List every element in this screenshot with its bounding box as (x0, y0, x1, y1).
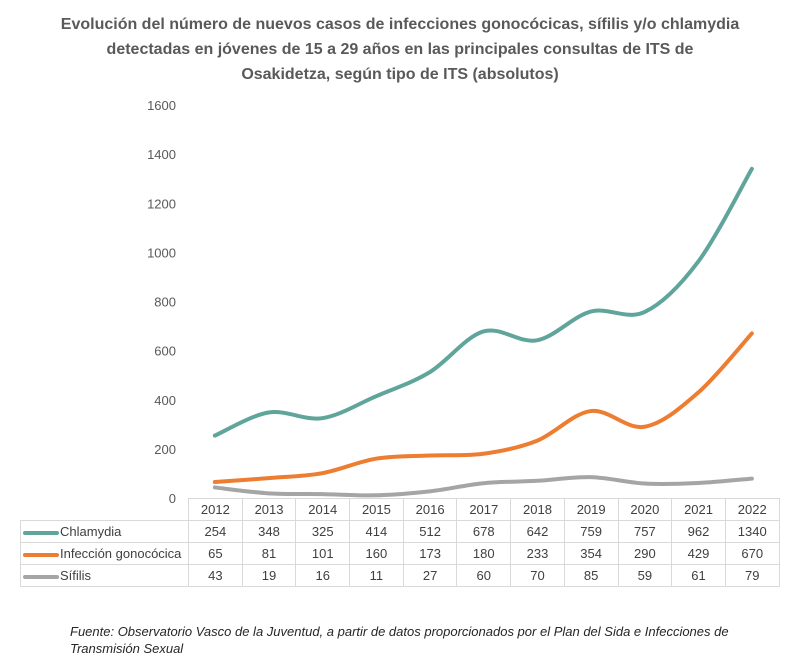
data-label: 325 (295, 520, 351, 543)
x-tick-label: 2013 (241, 498, 297, 521)
legend-entry: Chlamydia (20, 520, 189, 543)
x-tick-label: 2012 (188, 498, 243, 521)
x-tick-label: 2014 (295, 498, 351, 521)
legend-key (23, 552, 59, 557)
x-tick-label: 2018 (510, 498, 565, 521)
data-label: 160 (349, 542, 404, 565)
data-label: 11 (349, 564, 404, 587)
table-corner (20, 498, 189, 521)
data-label: 670 (724, 542, 780, 565)
table-row: Chlamydia 254 348 325 414 512 678 642 759 757 962 1… (20, 520, 780, 543)
data-label: 429 (671, 542, 726, 565)
data-label: 290 (617, 542, 673, 565)
data-label: 85 (563, 564, 619, 587)
data-label: 759 (563, 520, 619, 543)
x-tick-label: 2017 (456, 498, 512, 521)
data-label: 59 (617, 564, 673, 587)
data-label: 19 (241, 564, 297, 587)
table-header-row: 2012 2013 2014 2015 2016 2017 2018 2019 2020 2021… (20, 498, 780, 521)
data-label: 354 (563, 542, 619, 565)
data-label: 173 (402, 542, 458, 565)
series-name: Sífilis (60, 568, 92, 583)
legend-entry: Infección gonocócica (20, 542, 189, 565)
x-tick-label: 2015 (349, 498, 404, 521)
data-label: 414 (349, 520, 404, 543)
y-tick-label: 1400 (147, 147, 176, 162)
data-label: 60 (456, 564, 512, 587)
data-label: 642 (510, 520, 565, 543)
data-label: 757 (617, 520, 673, 543)
y-tick-label: 1600 (147, 98, 176, 113)
data-label: 180 (456, 542, 512, 565)
data-label: 43 (188, 564, 243, 587)
footnote: Fuente: Observatorio Vasco de la Juventu… (70, 624, 729, 656)
y-tick-label: 800 (154, 295, 176, 310)
data-label: 65 (188, 542, 243, 565)
data-label: 27 (402, 564, 458, 587)
series-line-1 (212, 331, 754, 485)
data-label: 962 (671, 520, 726, 543)
series-name: Chlamydia (60, 524, 122, 539)
data-label: 233 (510, 542, 565, 565)
y-tick-label: 200 (154, 442, 176, 457)
data-label: 254 (188, 520, 243, 543)
legend-key (23, 530, 59, 535)
legend-entry: Sífilis (20, 564, 189, 587)
x-tick-label: 2020 (617, 498, 673, 521)
y-tick-label: 600 (154, 344, 176, 359)
table-row: Sífilis 43 19 16 11 27 60 70 85 59 61 79 (20, 564, 780, 587)
data-label: 70 (510, 564, 565, 587)
data-label: 79 (724, 564, 780, 587)
table-row: Infección gonocócica 65 81 101 160 173 180 233 3… (20, 542, 780, 565)
data-label: 678 (456, 520, 512, 543)
series-name: Infección gonocócica (60, 546, 182, 561)
legend-key (23, 574, 59, 579)
data-label: 1340 (724, 520, 780, 543)
chart-title: Evolución del número de nuevos casos de … (60, 16, 740, 83)
data-label: 61 (671, 564, 726, 587)
y-tick-label: 400 (154, 393, 176, 408)
data-label: 348 (241, 520, 297, 543)
data-label: 101 (295, 542, 351, 565)
x-tick-label: 2019 (563, 498, 619, 521)
data-label: 512 (402, 520, 458, 543)
series-line-2 (212, 475, 754, 498)
x-tick-label: 2021 (671, 498, 726, 521)
data-table: 2012 2013 2014 2015 2016 2017 2018 2019 2020 2021… (20, 498, 780, 587)
data-label: 16 (295, 564, 351, 587)
data-label: 81 (241, 542, 297, 565)
x-tick-label: 2016 (402, 498, 458, 521)
y-tick-label: 1000 (147, 245, 176, 260)
y-tick-label: 1200 (147, 196, 176, 211)
series-line-0 (212, 166, 754, 438)
x-tick-label: 2022 (724, 498, 780, 521)
